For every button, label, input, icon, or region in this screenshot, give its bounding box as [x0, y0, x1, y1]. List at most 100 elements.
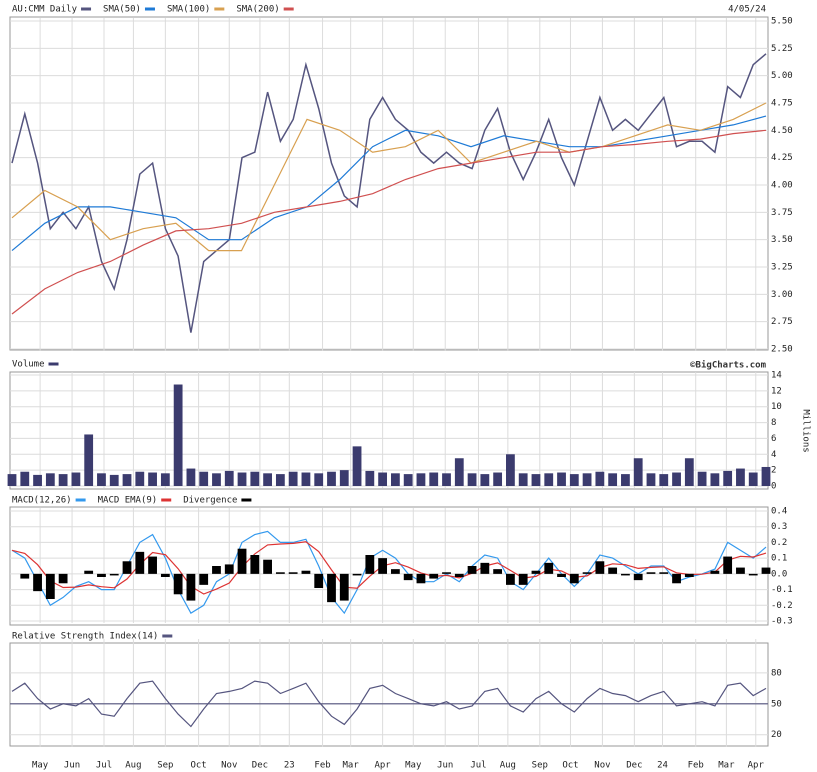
bar: [20, 471, 30, 486]
bar: [518, 573, 528, 585]
bar: [301, 472, 311, 486]
bar: [45, 473, 55, 486]
bar: [212, 473, 221, 486]
bar: [109, 573, 119, 576]
x-tick-label: Mar: [343, 761, 360, 771]
x-tick-label: Jul: [470, 761, 486, 771]
bar: [314, 573, 324, 588]
y-tick-label: 4.25: [771, 153, 793, 163]
x-tick-label: Sep: [157, 761, 173, 771]
bar: [199, 471, 209, 486]
date: 4/05/24: [728, 5, 766, 15]
legend-swatch: [81, 7, 92, 11]
y-tick-label: 0.1: [771, 554, 787, 564]
legend-label: MACD(12,26): [12, 496, 72, 506]
bar: [275, 572, 285, 574]
bar: [199, 573, 209, 585]
y-tick-label: 6: [771, 434, 776, 444]
bar: [186, 573, 196, 601]
bar: [339, 470, 349, 486]
bar: [761, 567, 771, 574]
y-tick-label: 14: [771, 371, 782, 381]
bar: [723, 470, 733, 486]
x-tick-label: Jun: [64, 761, 80, 771]
bar: [557, 472, 566, 486]
legend-label: SMA(100): [167, 5, 210, 15]
bar: [327, 573, 336, 603]
bar: [33, 474, 42, 486]
legend-label: Volume: [12, 360, 45, 370]
bar: [135, 471, 145, 486]
bar: [544, 473, 554, 486]
bar: [416, 473, 426, 486]
x-tick-label: Jun: [437, 761, 453, 771]
bar: [160, 473, 170, 486]
bar: [736, 468, 745, 486]
x-tick-label: Dec: [626, 761, 642, 771]
bar: [569, 474, 579, 486]
bar: [442, 572, 451, 574]
x-tick-label: May: [405, 761, 422, 771]
bar: [173, 384, 183, 486]
bar: [595, 471, 605, 486]
y-tick-label: 3.25: [771, 263, 793, 273]
bar: [160, 573, 170, 577]
bar: [480, 474, 490, 486]
line: [11, 530, 767, 615]
bar: [454, 458, 464, 486]
line: [11, 129, 767, 315]
bar: [416, 573, 426, 584]
bar: [710, 570, 720, 574]
bar: [288, 572, 298, 574]
legend-swatch: [162, 634, 173, 638]
x-tick-label: Feb: [314, 761, 330, 771]
bar: [237, 472, 247, 486]
x-tick-label: Aug: [500, 761, 516, 771]
bar: [97, 473, 106, 486]
bar: [723, 556, 733, 574]
legend-swatch: [214, 7, 225, 11]
price-panel: [9, 16, 769, 351]
y-tick-label: 8: [771, 418, 776, 428]
bar: [352, 573, 362, 576]
bar: [173, 573, 183, 595]
bar: [442, 473, 451, 486]
bar: [58, 474, 68, 486]
bar: [659, 474, 669, 486]
bar: [135, 551, 145, 574]
y-tick-label: 0: [771, 482, 776, 492]
bar: [314, 473, 324, 486]
volume-panel: [9, 371, 769, 490]
x-tick-label: Dec: [252, 761, 268, 771]
line: [11, 102, 767, 252]
bar: [608, 473, 618, 486]
bar: [365, 470, 375, 486]
y-tick-label: 3.75: [771, 208, 793, 218]
x-tick-label: Nov: [594, 761, 610, 771]
bar: [263, 473, 272, 486]
bar: [748, 573, 758, 576]
x-tick-label: 23: [284, 761, 295, 771]
y-tick-label: 3.00: [771, 290, 793, 300]
y-tick-label: 2: [771, 466, 776, 476]
bar: [122, 474, 132, 486]
y-tick-label: 4.75: [771, 99, 793, 109]
x-tick-label: Aug: [125, 761, 141, 771]
bar: [697, 471, 707, 486]
y-tick-label: 5.50: [771, 17, 793, 27]
y-tick-label: 0.3: [771, 522, 787, 532]
credit: ©BigCharts.com: [690, 360, 766, 371]
bar: [212, 566, 221, 574]
bar: [224, 470, 234, 486]
bar: [493, 472, 503, 486]
bar: [582, 572, 592, 574]
y-tick-label: 5.25: [771, 44, 793, 54]
legend-label: MACD EMA(9): [98, 496, 158, 506]
y-tick-label: 50: [771, 699, 782, 709]
y-tick-label: 2.50: [771, 345, 793, 355]
legend-swatch: [144, 7, 155, 11]
bar: [7, 474, 17, 486]
bar: [263, 559, 272, 574]
y-tick-label: 4.00: [771, 181, 793, 191]
